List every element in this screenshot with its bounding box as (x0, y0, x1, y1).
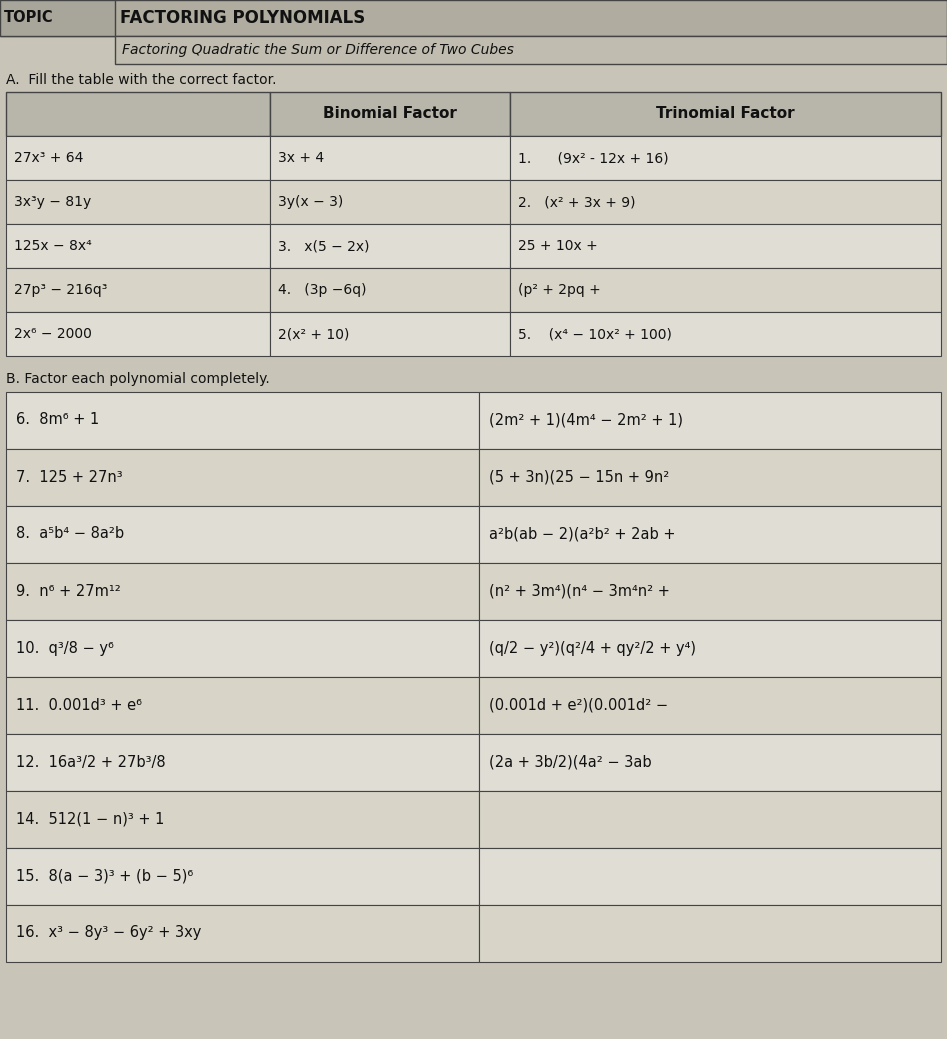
Bar (479, 392, 941, 449)
Bar (479, 620, 941, 677)
Text: 3.   x(5 − 2x): 3. x(5 − 2x) (278, 239, 369, 254)
Text: (2a + 3b/2)(4a² − 3ab: (2a + 3b/2)(4a² − 3ab (489, 754, 652, 770)
Bar (6, 506, 479, 563)
Text: TOPIC: TOPIC (4, 10, 54, 26)
Text: 2x⁶ − 2000: 2x⁶ − 2000 (14, 327, 92, 341)
Bar (270, 92, 510, 136)
Bar (479, 506, 941, 563)
Bar (479, 734, 941, 791)
Bar (6, 905, 479, 962)
Text: 8.  a⁵b⁴ − 8a²b: 8. a⁵b⁴ − 8a²b (16, 527, 124, 541)
Bar (270, 136, 510, 180)
Bar (479, 905, 941, 962)
Bar (479, 677, 941, 734)
Text: B. Factor each polynomial completely.: B. Factor each polynomial completely. (6, 372, 270, 387)
Text: 2(x² + 10): 2(x² + 10) (278, 327, 349, 341)
Text: (p² + 2pq +: (p² + 2pq + (518, 283, 600, 297)
Bar (0, 0, 115, 36)
Bar (6, 563, 479, 620)
Text: a²b(ab − 2)(a²b² + 2ab +: a²b(ab − 2)(a²b² + 2ab + (489, 527, 675, 541)
Text: (5 + 3n)(25 − 15n + 9n²: (5 + 3n)(25 − 15n + 9n² (489, 470, 670, 484)
Text: 2.   (x² + 3x + 9): 2. (x² + 3x + 9) (518, 195, 635, 209)
Text: 6.  8m⁶ + 1: 6. 8m⁶ + 1 (16, 412, 99, 427)
Text: (q/2 − y²)(q²/4 + qy²/2 + y⁴): (q/2 − y²)(q²/4 + qy²/2 + y⁴) (489, 640, 696, 656)
Text: Factoring Quadratic the Sum or Difference of Two Cubes: Factoring Quadratic the Sum or Differenc… (122, 43, 514, 57)
Bar (6, 620, 479, 677)
Text: 10.  q³/8 − y⁶: 10. q³/8 − y⁶ (16, 640, 114, 656)
Bar (479, 848, 941, 905)
Bar (270, 180, 510, 224)
Bar (6, 136, 270, 180)
Text: A.  Fill the table with the correct factor.: A. Fill the table with the correct facto… (6, 73, 277, 87)
Bar (0, 0, 947, 36)
Bar (6, 224, 270, 268)
Bar (6, 392, 479, 449)
Text: Trinomial Factor: Trinomial Factor (655, 107, 795, 122)
Bar (6, 677, 479, 734)
Bar (6, 791, 479, 848)
Text: 3x + 4: 3x + 4 (278, 151, 324, 165)
Bar (6, 268, 270, 312)
Text: (2m² + 1)(4m⁴ − 2m² + 1): (2m² + 1)(4m⁴ − 2m² + 1) (489, 412, 683, 427)
Bar (115, 36, 947, 64)
Bar (479, 791, 941, 848)
Text: 16.  x³ − 8y³ − 6y² + 3xy: 16. x³ − 8y³ − 6y² + 3xy (16, 926, 202, 940)
Bar (6, 734, 479, 791)
Text: (n² + 3m⁴)(n⁴ − 3m⁴n² +: (n² + 3m⁴)(n⁴ − 3m⁴n² + (489, 584, 670, 598)
Text: 7.  125 + 27n³: 7. 125 + 27n³ (16, 470, 122, 484)
Bar (510, 92, 941, 136)
Text: 125x − 8x⁴: 125x − 8x⁴ (14, 239, 92, 254)
Text: 12.  16a³/2 + 27b³/8: 12. 16a³/2 + 27b³/8 (16, 754, 166, 770)
Bar (479, 449, 941, 506)
Text: 27x³ + 64: 27x³ + 64 (14, 151, 83, 165)
Bar (270, 224, 510, 268)
Bar (6, 92, 270, 136)
Text: 14.  512(1 − n)³ + 1: 14. 512(1 − n)³ + 1 (16, 811, 165, 826)
Text: 9.  n⁶ + 27m¹²: 9. n⁶ + 27m¹² (16, 584, 121, 598)
Bar (510, 136, 941, 180)
Text: 1.      (9x² - 12x + 16): 1. (9x² - 12x + 16) (518, 151, 669, 165)
Text: 11.  0.001d³ + e⁶: 11. 0.001d³ + e⁶ (16, 697, 142, 713)
Text: 15.  8(a − 3)³ + (b − 5)⁶: 15. 8(a − 3)³ + (b − 5)⁶ (16, 869, 193, 883)
Text: 25 + 10x +: 25 + 10x + (518, 239, 598, 254)
Bar (510, 180, 941, 224)
Text: 4.   (3p −6q): 4. (3p −6q) (278, 283, 366, 297)
Text: 27p³ − 216q³: 27p³ − 216q³ (14, 283, 107, 297)
Bar (6, 449, 479, 506)
Text: FACTORING POLYNOMIALS: FACTORING POLYNOMIALS (120, 9, 366, 27)
Bar (270, 268, 510, 312)
Bar (479, 563, 941, 620)
Text: 3y(x − 3): 3y(x − 3) (278, 195, 343, 209)
Bar (270, 312, 510, 356)
Text: 5.    (x⁴ − 10x² + 100): 5. (x⁴ − 10x² + 100) (518, 327, 671, 341)
Text: (0.001d + e²)(0.001d² −: (0.001d + e²)(0.001d² − (489, 697, 669, 713)
Bar (510, 268, 941, 312)
Text: 3x³y − 81y: 3x³y − 81y (14, 195, 91, 209)
Bar (510, 312, 941, 356)
Bar (510, 224, 941, 268)
Bar (6, 312, 270, 356)
Text: Binomial Factor: Binomial Factor (323, 107, 457, 122)
Bar (6, 180, 270, 224)
Bar (6, 848, 479, 905)
